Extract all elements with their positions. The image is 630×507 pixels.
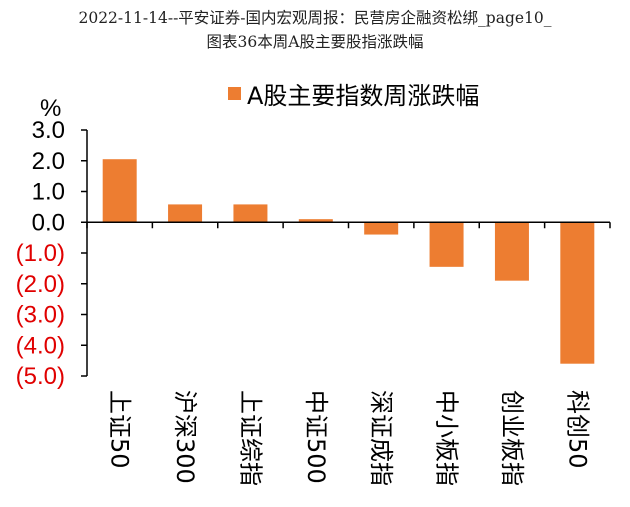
y-tick-label: (5.0) [16,363,65,390]
category-label: 科创50 [563,390,591,469]
category-label: 深证成指 [367,390,395,486]
y-tick-label: (2.0) [16,271,65,298]
y-tick-label: (3.0) [16,302,65,329]
y-tick-label: 2.0 [32,148,65,175]
bar-5 [364,222,399,235]
legend-swatch [228,87,241,100]
bar-3 [233,204,268,223]
bar-8 [560,222,595,364]
bar-1 [102,159,137,223]
bar-4 [298,219,333,223]
y-tick-label: (4.0) [16,332,65,359]
bar-7 [494,222,529,281]
y-tick-label: (1.0) [16,240,65,267]
bar-6 [429,222,464,267]
y-axis-unit-label: % [40,95,61,122]
y-tick-label: 1.0 [32,179,65,206]
page-title: 2022-11-14--平安证券-国内宏观周报：民营房企融资松绑_page10_… [78,9,552,51]
category-label: 沪深300 [171,390,199,484]
category-label: 创业板指 [498,390,526,486]
y-tick-label: 3.0 [32,117,65,144]
category-label: 中证500 [302,390,330,484]
bar-2 [168,204,203,223]
category-label: 上证综指 [236,390,264,486]
category-label: 中小板指 [433,390,461,486]
category-label: 上证50 [106,390,134,469]
y-tick-label: 0.0 [32,209,65,236]
legend-label: A股主要指数周涨跌幅 [247,82,479,110]
